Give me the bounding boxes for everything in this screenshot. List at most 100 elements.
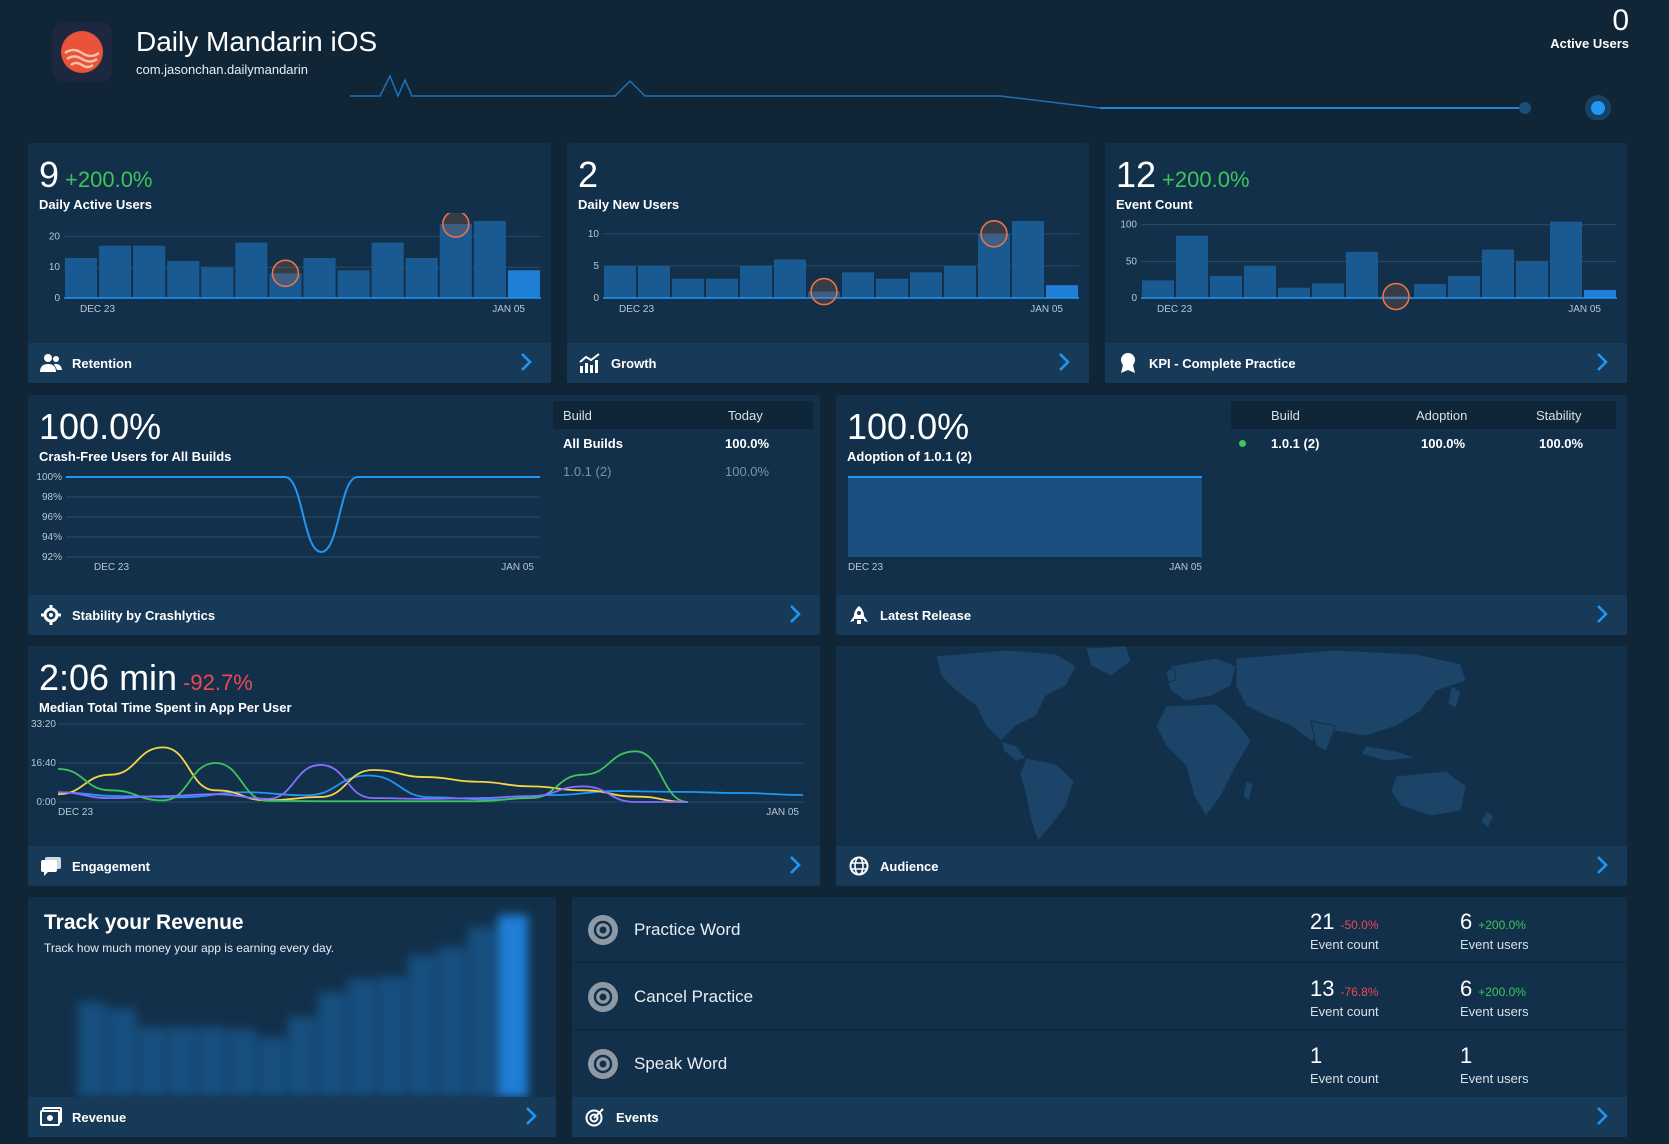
time-spent-value: 2:06 min — [39, 657, 178, 698]
award-icon — [1117, 352, 1139, 374]
list-item[interactable]: Speak Word 1 Event count 1 Event users — [572, 1031, 1627, 1097]
bar — [507, 270, 540, 298]
realtime-sparkline — [350, 74, 1611, 120]
stability-line — [65, 476, 540, 554]
event-users-label: Event users — [1460, 937, 1529, 952]
crash-free-label: Crash-Free Users for All Builds — [39, 449, 232, 464]
x-start-label: DEC 23 — [94, 562, 129, 573]
growth-link[interactable]: Growth — [567, 343, 1089, 383]
bar — [133, 245, 166, 298]
target-arrow-icon — [584, 1106, 606, 1128]
audience-link[interactable]: Audience — [836, 846, 1627, 886]
col-stability: Stability — [1536, 407, 1582, 423]
event-count-label: Event count — [1310, 937, 1379, 952]
x-end-label: JAN 05 — [766, 807, 799, 818]
bar — [944, 265, 976, 298]
chevron-right-icon — [1059, 353, 1070, 371]
event-users: 1 — [1460, 1043, 1473, 1068]
retention-link[interactable]: Retention — [28, 343, 551, 383]
bar — [99, 245, 132, 298]
series-line — [57, 750, 689, 803]
event-count-delta: -50.0% — [1340, 918, 1379, 932]
y-tick-label: 0 — [593, 293, 599, 304]
dnu-label: Daily New Users — [578, 197, 680, 212]
platform-label: iOS — [330, 26, 378, 57]
y-tick-label: 5 — [593, 261, 599, 272]
chevron-right-icon — [1597, 353, 1608, 371]
x-end-label: JAN 05 — [492, 304, 525, 315]
table-row[interactable]: 1.0.1 (2) 100.0% — [553, 457, 813, 485]
x-start-label: DEC 23 — [58, 807, 93, 818]
x-end-label: JAN 05 — [1169, 562, 1202, 573]
event-count: 13 — [1310, 976, 1335, 1001]
latest-release-link[interactable]: Latest Release — [836, 595, 1627, 635]
time-spent-delta: -92.7% — [183, 670, 253, 695]
engagement-link[interactable]: Engagement — [28, 846, 820, 886]
bar — [1046, 285, 1078, 298]
bar — [65, 257, 98, 298]
bar — [167, 261, 200, 298]
bar — [910, 272, 942, 298]
table-row[interactable]: All Builds 100.0% — [553, 429, 813, 457]
app-logo[interactable] — [52, 22, 112, 82]
x-start-label: DEC 23 — [619, 304, 654, 315]
adoption-area — [848, 477, 1202, 557]
chevron-right-icon — [526, 1107, 537, 1125]
latest-release-label: Latest Release — [880, 607, 972, 623]
active-users: 0 Active Users — [1550, 4, 1629, 51]
event-count: 21 — [1310, 909, 1335, 934]
chevron-right-icon — [1597, 605, 1608, 623]
crash-free-value: 100.0% — [39, 406, 162, 447]
chevron-right-icon — [1597, 856, 1608, 874]
bar — [774, 259, 806, 298]
kpi-link[interactable]: KPI - Complete Practice — [1105, 343, 1627, 383]
target-icon — [588, 914, 618, 945]
chevron-right-icon — [521, 353, 532, 371]
stability-link[interactable]: Stability by Crashlytics — [28, 595, 820, 635]
bar — [201, 267, 234, 298]
bar — [1550, 221, 1582, 298]
dau-chart: 0 10 20 DEC 23 JAN 05 — [49, 213, 541, 315]
bar — [1142, 280, 1174, 298]
release-card: 100.0% Adoption of 1.0.1 (2) DEC 23 JAN 0… — [836, 395, 1627, 635]
stability-table: Build Today All Builds 100.0% 1.0.1 (2) … — [553, 401, 813, 485]
event-users: 6 — [1460, 976, 1473, 1001]
retention-label: Retention — [72, 355, 132, 371]
y-tick-label: 96% — [42, 512, 62, 523]
adoption-label: Adoption of 1.0.1 (2) — [847, 449, 972, 464]
x-start-label: DEC 23 — [80, 304, 115, 315]
x-start-label: DEC 23 — [848, 562, 883, 573]
chat-icon — [40, 855, 62, 877]
bar — [672, 278, 704, 298]
anomaly-marker — [1382, 282, 1410, 311]
dau-label: Daily Active Users — [39, 197, 152, 212]
anomaly-marker — [271, 259, 300, 288]
kpi-label: KPI - Complete Practice — [1149, 355, 1296, 371]
bar — [1012, 221, 1044, 298]
bar — [1278, 287, 1310, 298]
events-label: Events — [616, 1109, 659, 1125]
event-count-card: 12 +200.0% Event Count 0 50 100 DEC 23 JAN 0… — [1105, 143, 1627, 383]
event-count-label: Event Count — [1116, 197, 1193, 212]
engagement-card: 2:06 min -92.7% Median Total Time Spent … — [28, 646, 820, 886]
world-map[interactable] — [916, 646, 1556, 846]
audience-label: Audience — [880, 858, 939, 874]
row-build: All Builds — [563, 435, 623, 451]
revenue-card: Track your Revenue Track how much money … — [28, 897, 556, 1137]
events-link[interactable]: Events — [572, 1097, 1627, 1137]
x-end-label: JAN 05 — [501, 562, 534, 573]
y-tick-label: 0 — [54, 293, 60, 304]
list-item[interactable]: Cancel Practice 13 -76.8% Event count 6 +2… — [572, 964, 1627, 1030]
bar — [638, 265, 670, 298]
event-count: 1 — [1310, 1043, 1323, 1068]
list-item[interactable]: Practice Word 21 -50.0% Event count 6 +200… — [572, 897, 1627, 963]
bar — [235, 242, 268, 298]
bar — [706, 278, 738, 298]
bar — [1244, 265, 1276, 298]
revenue-link[interactable]: Revenue — [28, 1097, 556, 1137]
table-row[interactable]: 1.0.1 (2) 100.0% 100.0% — [1231, 429, 1616, 457]
event-users: 6 — [1460, 909, 1473, 934]
bar — [808, 291, 840, 298]
event-count-delta: -76.8% — [1340, 985, 1379, 999]
event-count-label: Event count — [1310, 1004, 1379, 1019]
